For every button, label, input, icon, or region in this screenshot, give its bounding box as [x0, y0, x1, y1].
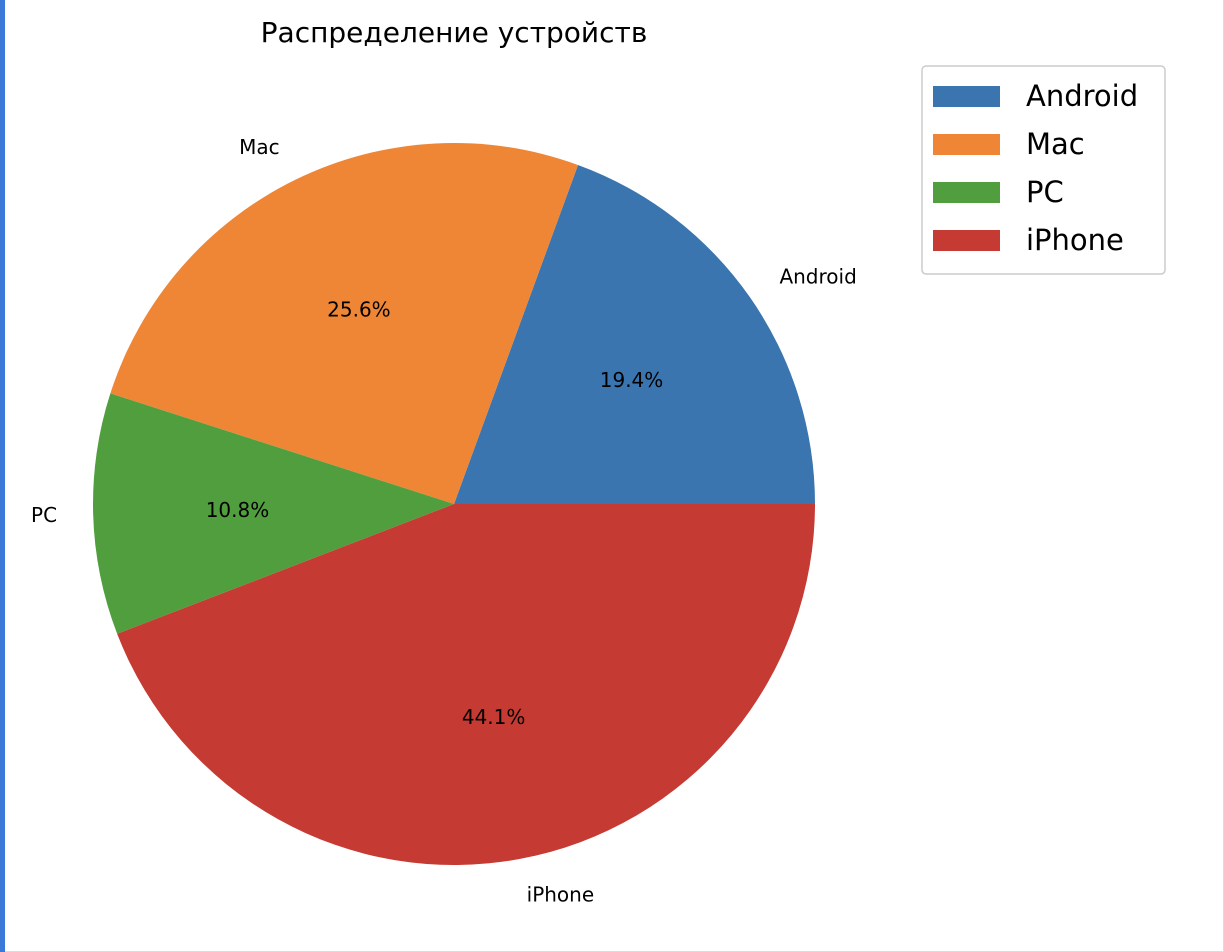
legend-swatch-android	[933, 86, 1000, 107]
percent-labels: 19.4% 25.6% 10.8% 44.1%	[206, 297, 664, 729]
legend-items: Android Mac PC iPhone	[933, 79, 1138, 257]
legend-label-android: Android	[1026, 79, 1138, 113]
pie-slice-iphone	[117, 504, 815, 865]
category-label-iphone: iPhone	[527, 882, 595, 906]
percent-label-mac: 25.6%	[327, 297, 391, 321]
legend-swatch-iphone	[933, 230, 1000, 251]
legend-swatch-pc	[933, 182, 1000, 203]
pie-slice-mac	[110, 142, 579, 504]
pie-slice-pc	[92, 393, 454, 634]
category-label-android: Android	[779, 264, 856, 288]
pie-slices	[92, 142, 815, 865]
legend-label-iphone: iPhone	[1026, 223, 1124, 257]
legend-label-pc: PC	[1026, 175, 1064, 209]
pie-slice-android	[454, 164, 815, 504]
legend-label-mac: Mac	[1026, 127, 1085, 161]
percent-label-pc: 10.8%	[206, 498, 270, 522]
category-label-mac: Mac	[239, 135, 280, 159]
legend-box	[921, 65, 1166, 275]
percent-label-iphone: 44.1%	[462, 705, 526, 729]
legend-swatch-mac	[933, 134, 1000, 155]
chart-title: Распределение устройств	[261, 16, 648, 49]
category-label-pc: PC	[31, 503, 57, 527]
legend: Android Mac PC iPhone	[921, 65, 1166, 275]
cell-focus-indicator	[0, 0, 5, 952]
category-labels: Android Mac PC iPhone	[31, 135, 857, 906]
percent-label-android: 19.4%	[600, 368, 664, 392]
